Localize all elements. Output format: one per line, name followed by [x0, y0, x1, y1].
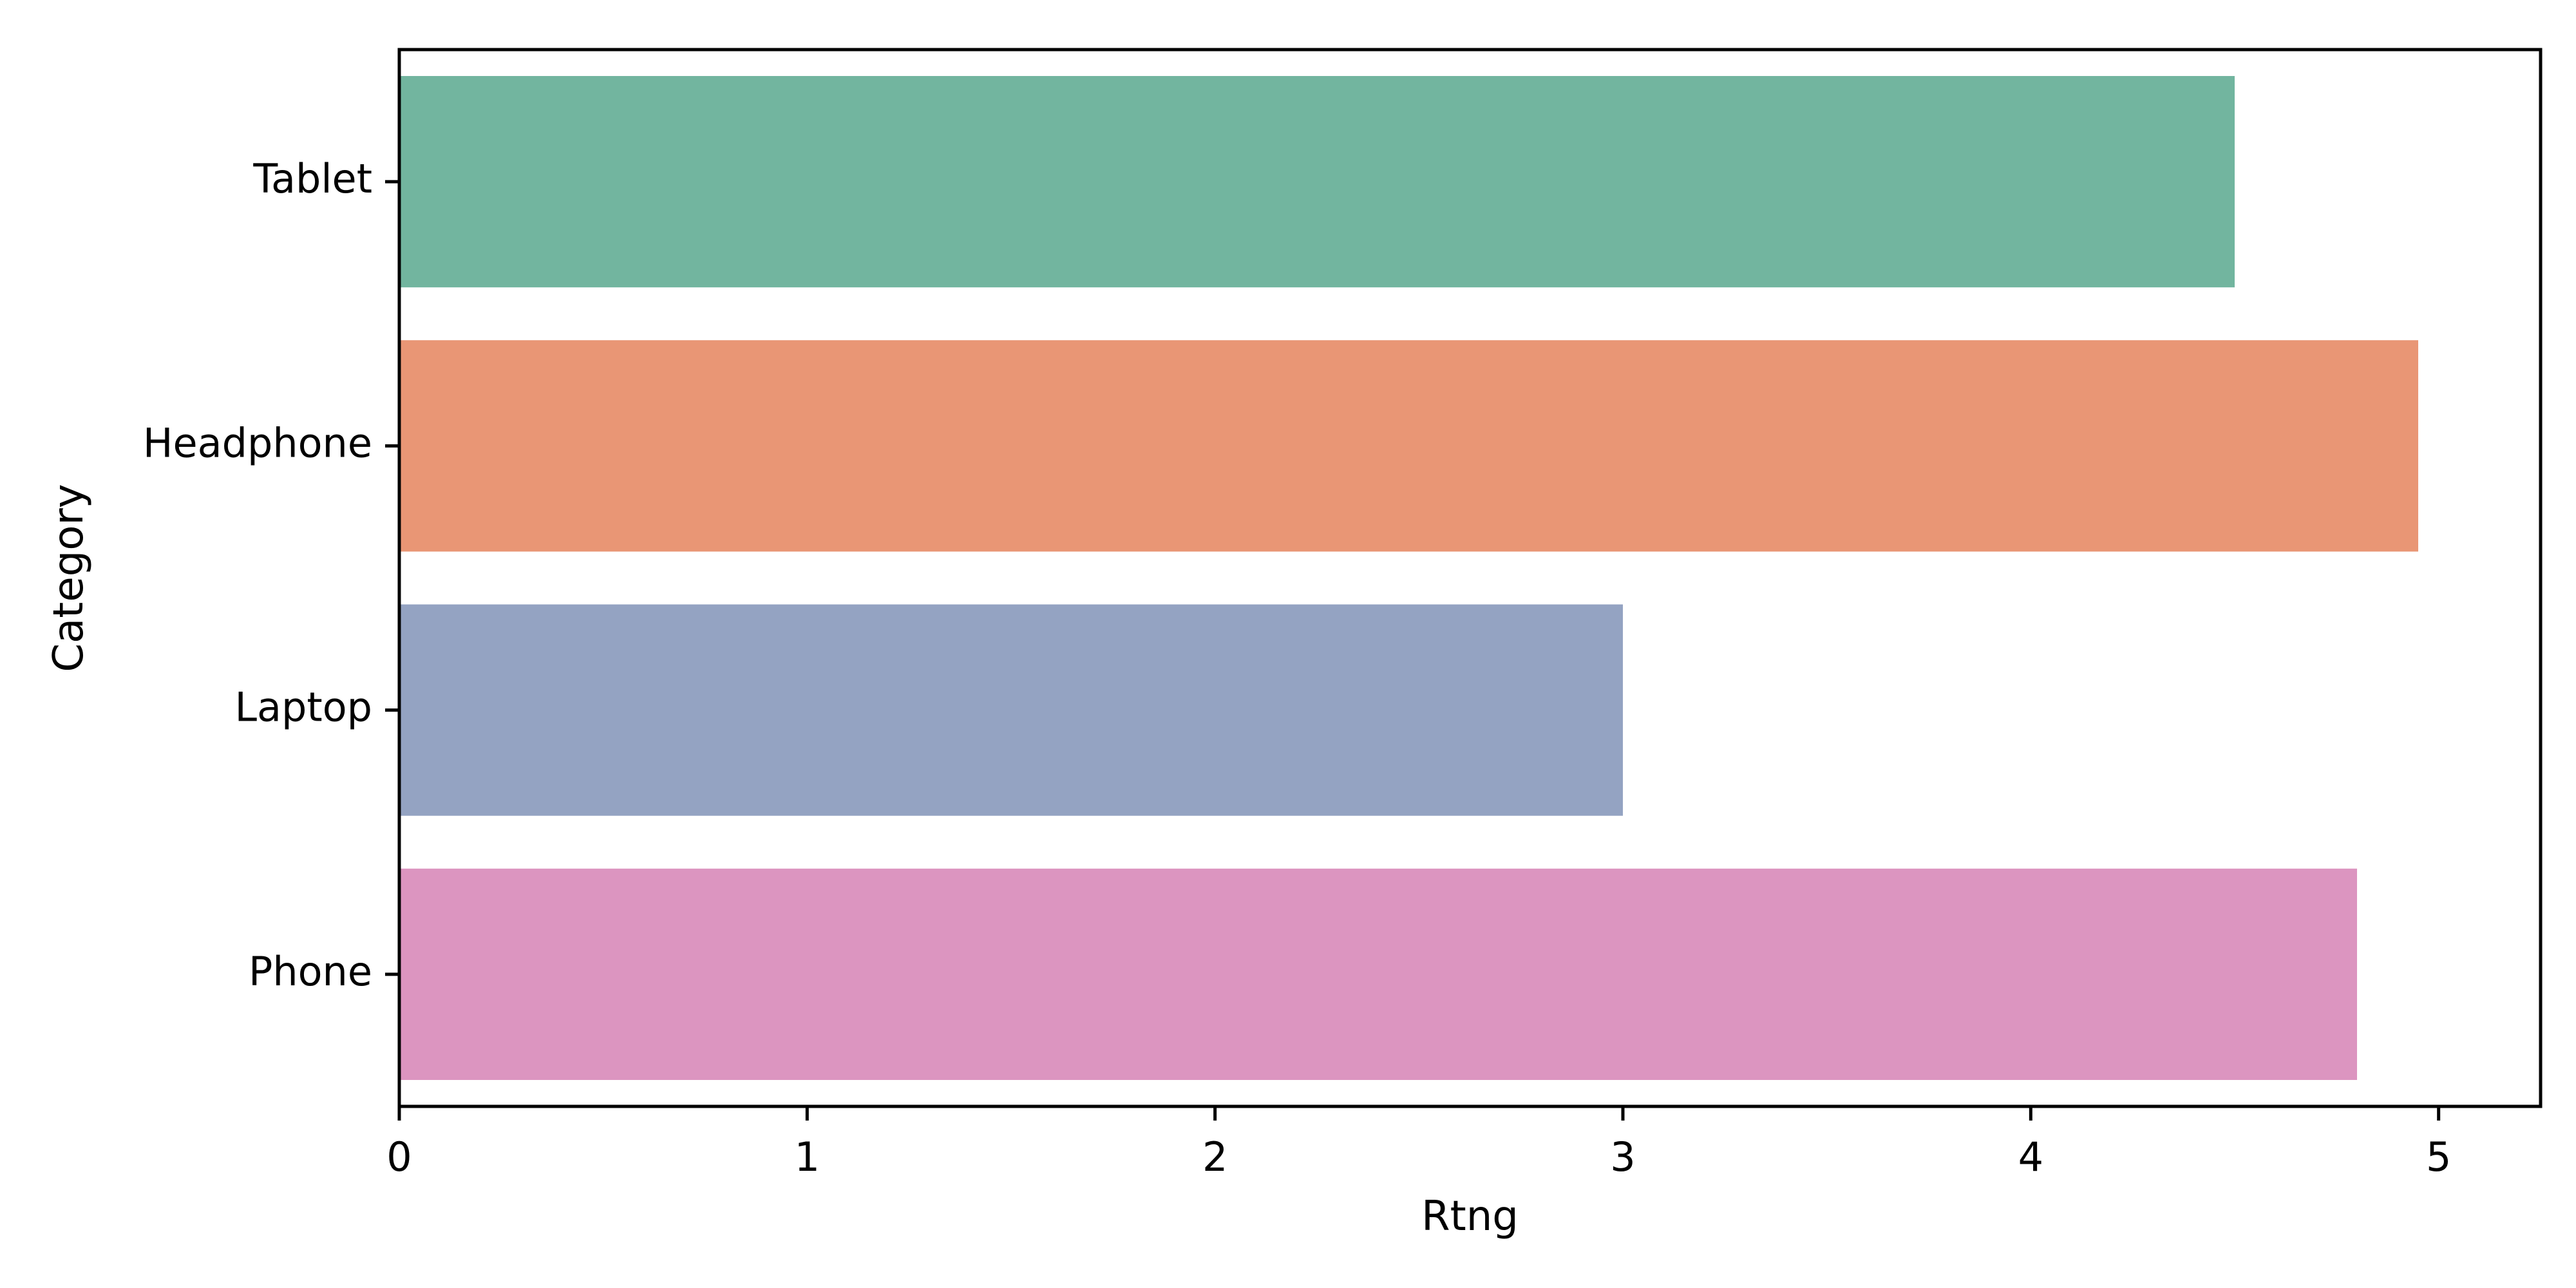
x-tick-label-3: 3 [1610, 1133, 1635, 1180]
x-tick-label-5: 5 [2426, 1133, 2451, 1180]
x-axis-label: Rtng [1421, 1193, 1519, 1240]
plot-frame [397, 48, 2543, 1108]
y-tick-label-headphone: Headphone [143, 419, 372, 466]
x-tick-label-4: 4 [2018, 1133, 2043, 1180]
y-tick-label-tablet: Tablet [252, 155, 372, 202]
x-tick-label-2: 2 [1202, 1133, 1227, 1180]
y-axis-label: Category [45, 484, 93, 672]
bar-headphone [399, 340, 2418, 552]
bar-tablet [399, 76, 2235, 288]
y-tick-label-phone: Phone [249, 948, 372, 995]
y-tick-label-laptop: Laptop [235, 684, 373, 731]
bar-phone [399, 868, 2357, 1080]
x-tick-label-0: 0 [386, 1133, 412, 1180]
y-axis-ticks: Tablet Headphone Laptop Phone [143, 155, 399, 995]
bars [399, 76, 2418, 1080]
x-tick-label-1: 1 [795, 1133, 820, 1180]
bar-laptop [399, 604, 1623, 816]
x-axis-ticks: 0 1 2 3 4 5 [386, 1106, 2451, 1180]
